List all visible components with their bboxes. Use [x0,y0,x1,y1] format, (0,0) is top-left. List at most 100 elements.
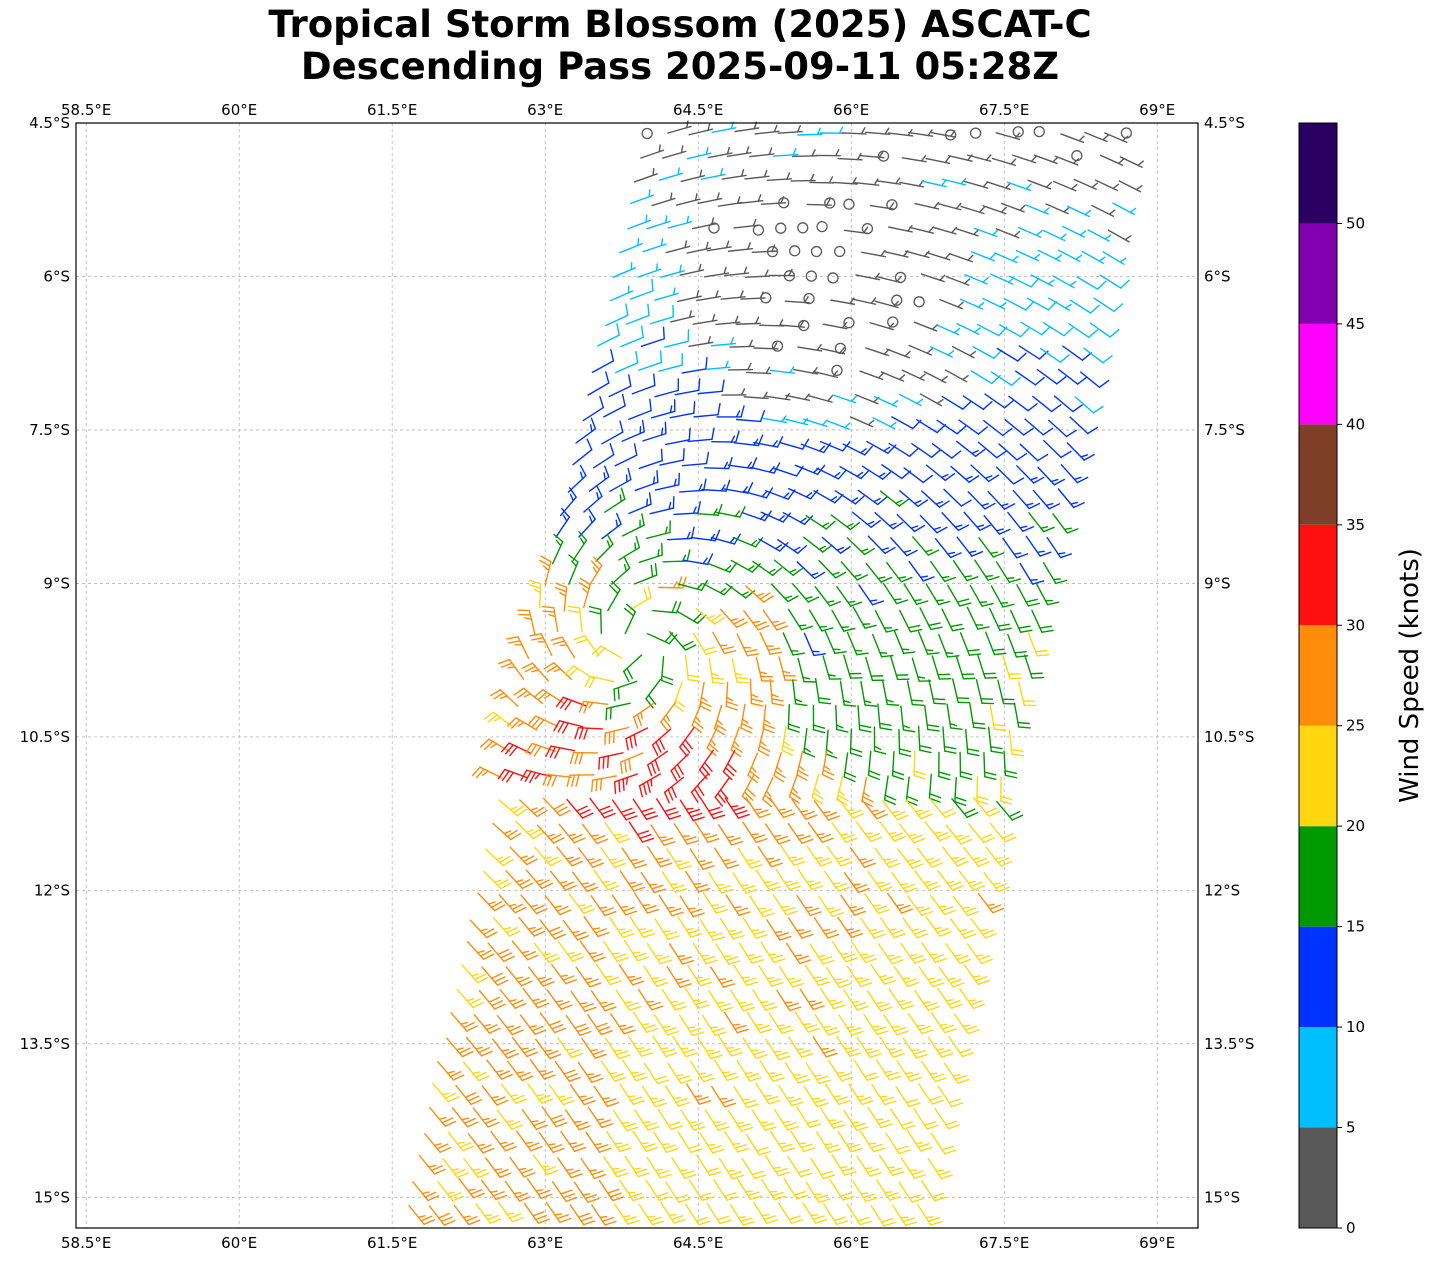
wind-barb [611,799,638,821]
wind-barb [842,443,874,456]
wind-barb [595,964,622,986]
wind-barb [645,678,662,709]
wind-barb [865,656,885,682]
wind-barb [558,823,586,844]
wind-barb [506,636,530,659]
lon-tick-label-top: 63°E [527,101,563,119]
wind-barb [509,846,538,866]
wind-barb [762,776,775,808]
wind-barb [883,250,909,258]
wind-barb [990,273,1015,285]
wind-barb [605,1037,631,1060]
wind-barb [758,965,784,987]
wind-barb [899,609,923,633]
wind-barb [985,631,1007,656]
wind-barb [990,371,1021,386]
wind-barb [710,336,737,347]
lat-tick-label-right: 4.5°S [1204,114,1245,132]
wind-barb [593,1085,620,1108]
wind-barb [821,536,851,554]
wind-barb [855,272,881,281]
wind-barb [677,289,702,303]
wind-barb [1007,511,1035,532]
wind-barb [660,655,674,686]
wind-barb [612,1110,639,1132]
wind-barb [577,1061,604,1083]
wind-barb [695,290,722,302]
wind-barb [997,679,1016,705]
wind-barb [943,488,972,507]
wind-barb [1012,126,1024,138]
wind-barb [796,561,826,580]
wind-barb [1016,465,1045,484]
wind-barb [1053,395,1083,413]
wind-barb [631,373,656,395]
wind-barb [575,417,597,444]
wind-barb [977,654,998,679]
wind-barb [562,919,589,941]
wind-barb [519,1014,547,1036]
wind-barb [638,542,663,563]
wind-barb [836,775,849,806]
lon-tick-label-top: 64.5°E [673,101,723,119]
wind-barb [1093,297,1124,313]
wind-barb [692,313,718,325]
wind-barb [749,678,764,707]
wind-barb [898,1181,924,1203]
lon-tick-label-top: 61.5°E [367,101,417,119]
wind-barb [851,297,877,305]
wind-barb [1007,633,1029,658]
wind-barb [773,751,786,783]
wind-barb [1048,419,1077,438]
wind-barb [846,631,869,656]
wind-barb [750,462,781,474]
wind-barb [584,675,615,689]
wind-barb [711,121,737,134]
wind-barb [920,942,947,964]
wind-barb [695,608,725,625]
wind-barb [983,871,1010,893]
wind-barb [567,605,583,633]
wind-barb [984,393,1015,409]
wind-barb [615,989,642,1011]
wind-barb [580,1157,607,1180]
wind-barb [649,495,675,515]
wind-barb [541,605,559,633]
wind-barb [808,395,833,403]
wind-barb [741,510,772,522]
wind-barb [990,585,1015,608]
wind-barb [963,511,991,531]
wind-barb [995,561,1021,583]
wind-barb [1043,439,1072,459]
wind-barb [1048,297,1072,312]
wind-barb [921,490,950,508]
wind-barb [536,824,565,844]
wind-barb [625,727,649,751]
wind-barb [882,582,909,605]
wind-barb [805,270,818,282]
wind-barb [872,417,897,430]
colorbar-segment [1299,1027,1337,1128]
wind-barb [886,562,913,583]
wind-barb [935,324,961,336]
wind-barb [875,1059,902,1081]
wind-barb [928,679,947,705]
wind-barb [567,464,587,493]
wind-barb [487,942,515,963]
wind-barb [1036,368,1067,385]
wind-barb [958,870,986,891]
wind-barb [572,438,593,466]
wind-barb [856,1036,882,1058]
colorbar-tick-label: 35 [1346,516,1365,534]
lat-tick-label-left: 12°S [34,881,70,899]
wind-barb [969,127,982,139]
colorbar-tick-label: 50 [1346,214,1365,232]
wind-barb [572,530,588,561]
wind-barb [953,1013,980,1035]
wind-barb [507,717,538,731]
wind-barb [658,352,683,372]
wind-barb [930,1133,957,1155]
wind-barb [966,943,994,965]
wind-barb [864,893,890,915]
wind-barb [664,1085,691,1107]
